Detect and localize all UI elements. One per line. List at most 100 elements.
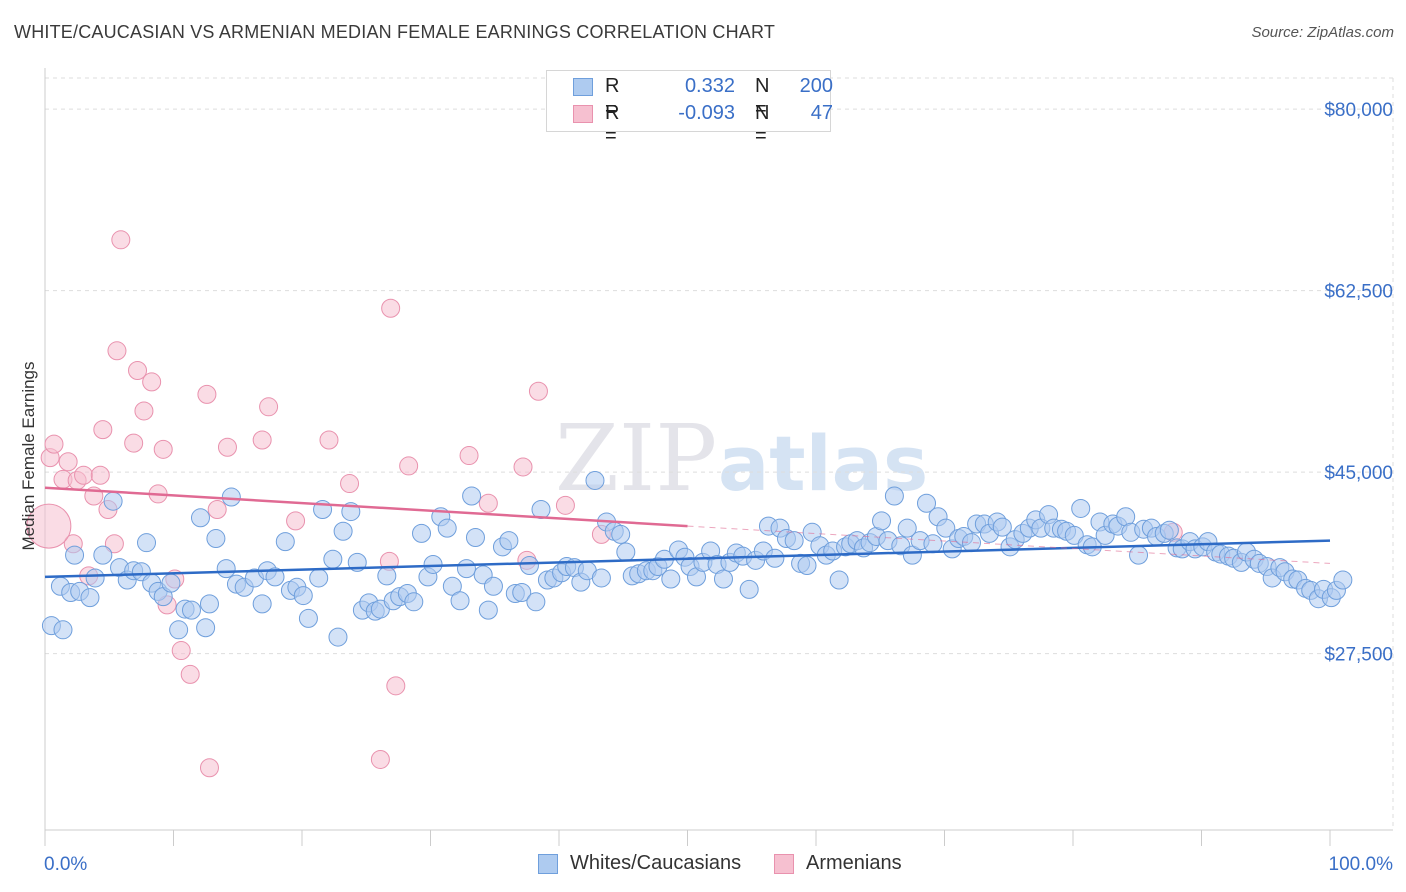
armenian-point	[124, 433, 144, 453]
white-point	[181, 600, 201, 620]
white-point	[765, 548, 785, 568]
white-point	[190, 508, 210, 528]
r-value: -0.093	[678, 102, 735, 124]
white-point	[1159, 520, 1179, 540]
white-point	[465, 527, 485, 547]
armenian-point	[93, 420, 113, 440]
watermark: ZIP atlas	[555, 405, 928, 512]
chart-title: WHITE/CAUCASIAN VS ARMENIAN MEDIAN FEMAL…	[14, 22, 776, 42]
white-point	[252, 594, 272, 614]
r-label: R =	[605, 102, 620, 147]
source-label: Source: ZipAtlas.com	[1251, 24, 1394, 41]
white-point	[85, 568, 105, 588]
white-point	[526, 592, 546, 612]
axes	[44, 68, 1393, 846]
armenian-point	[197, 384, 217, 404]
x-tick-label-min: 0.0%	[44, 854, 87, 875]
armenian-point	[142, 372, 162, 392]
legend-swatch-pink	[774, 854, 794, 874]
white-point	[897, 518, 917, 538]
white-point	[216, 559, 236, 579]
white-point	[169, 620, 189, 640]
white-point	[53, 620, 73, 640]
x-tick-labels: 0.0% 100.0%	[44, 854, 1393, 875]
white-point	[328, 627, 348, 647]
armenian-point	[180, 664, 200, 684]
white-point	[437, 518, 457, 538]
armenian-point	[217, 437, 237, 457]
white-point	[404, 592, 424, 612]
white-point	[1333, 570, 1353, 590]
armenian-point	[44, 434, 64, 454]
trend-lines	[44, 486, 1331, 579]
white-point	[1071, 498, 1091, 518]
armenian-point	[286, 511, 306, 531]
legend-swatch-blue	[538, 854, 558, 874]
legend-swatch-blue	[573, 78, 593, 96]
white-point	[65, 545, 85, 565]
armenian-point	[111, 230, 131, 250]
armenian-point	[340, 474, 360, 494]
n-value: 200	[799, 75, 833, 97]
white-point	[423, 554, 443, 574]
white-point	[456, 559, 476, 579]
legend-label-whites: Whites/Caucasians	[570, 852, 742, 874]
armenian-point	[528, 381, 548, 401]
white-point	[992, 517, 1012, 537]
armenian-point	[153, 439, 173, 459]
white-point	[265, 567, 285, 587]
white-point	[80, 588, 100, 608]
white-point	[161, 573, 181, 593]
y-tick-label: $45,000	[1324, 463, 1393, 484]
y-tick-label: $27,500	[1324, 645, 1393, 666]
armenian-point	[319, 430, 339, 450]
n-label: N =	[755, 75, 770, 120]
white-point	[872, 511, 892, 531]
white-point	[499, 531, 519, 551]
white-point	[661, 569, 681, 589]
white-point	[591, 568, 611, 588]
white-point	[616, 542, 636, 562]
white-point	[293, 586, 313, 606]
y-tick-labels: $80,000 $62,500 $45,000 $27,500	[1324, 100, 1393, 666]
white-point	[923, 534, 943, 554]
armenian-point	[207, 499, 227, 519]
x-tick-label-max: 100.0%	[1329, 854, 1394, 875]
armenian-point	[513, 457, 533, 477]
white-point	[1129, 545, 1149, 565]
armenian-point	[26, 503, 72, 549]
armenian-point	[478, 493, 498, 513]
white-point	[611, 524, 631, 544]
white-point	[377, 566, 397, 586]
white-point	[713, 569, 733, 589]
white-point	[936, 518, 956, 538]
white-point	[103, 491, 123, 511]
armenian-point	[74, 465, 94, 485]
white-point	[797, 556, 817, 576]
white-point	[298, 608, 318, 628]
armenian-point	[104, 534, 124, 554]
armenian-point	[252, 430, 272, 450]
white-point	[275, 532, 295, 552]
armenian-trend-line	[44, 486, 688, 528]
r-label: R =	[605, 75, 620, 120]
white-point	[323, 549, 343, 569]
armenian-point	[107, 341, 127, 361]
y-tick-label: $62,500	[1324, 282, 1393, 303]
white-point	[917, 493, 937, 513]
white-point	[483, 576, 503, 596]
armenian-point	[555, 495, 575, 515]
white-point	[884, 486, 904, 506]
r-value: 0.332	[684, 75, 735, 97]
white-point	[1064, 525, 1084, 545]
n-value: 47	[810, 102, 833, 124]
armenian-points	[26, 230, 1183, 778]
armenian-point	[90, 465, 110, 485]
armenian-point	[58, 452, 78, 472]
white-point	[309, 568, 329, 588]
white-point	[462, 486, 482, 506]
y-axis-label: Median Female Earnings	[19, 362, 38, 551]
armenian-point	[259, 397, 279, 417]
armenian-point	[381, 298, 401, 318]
watermark-zip: ZIP	[555, 405, 717, 512]
